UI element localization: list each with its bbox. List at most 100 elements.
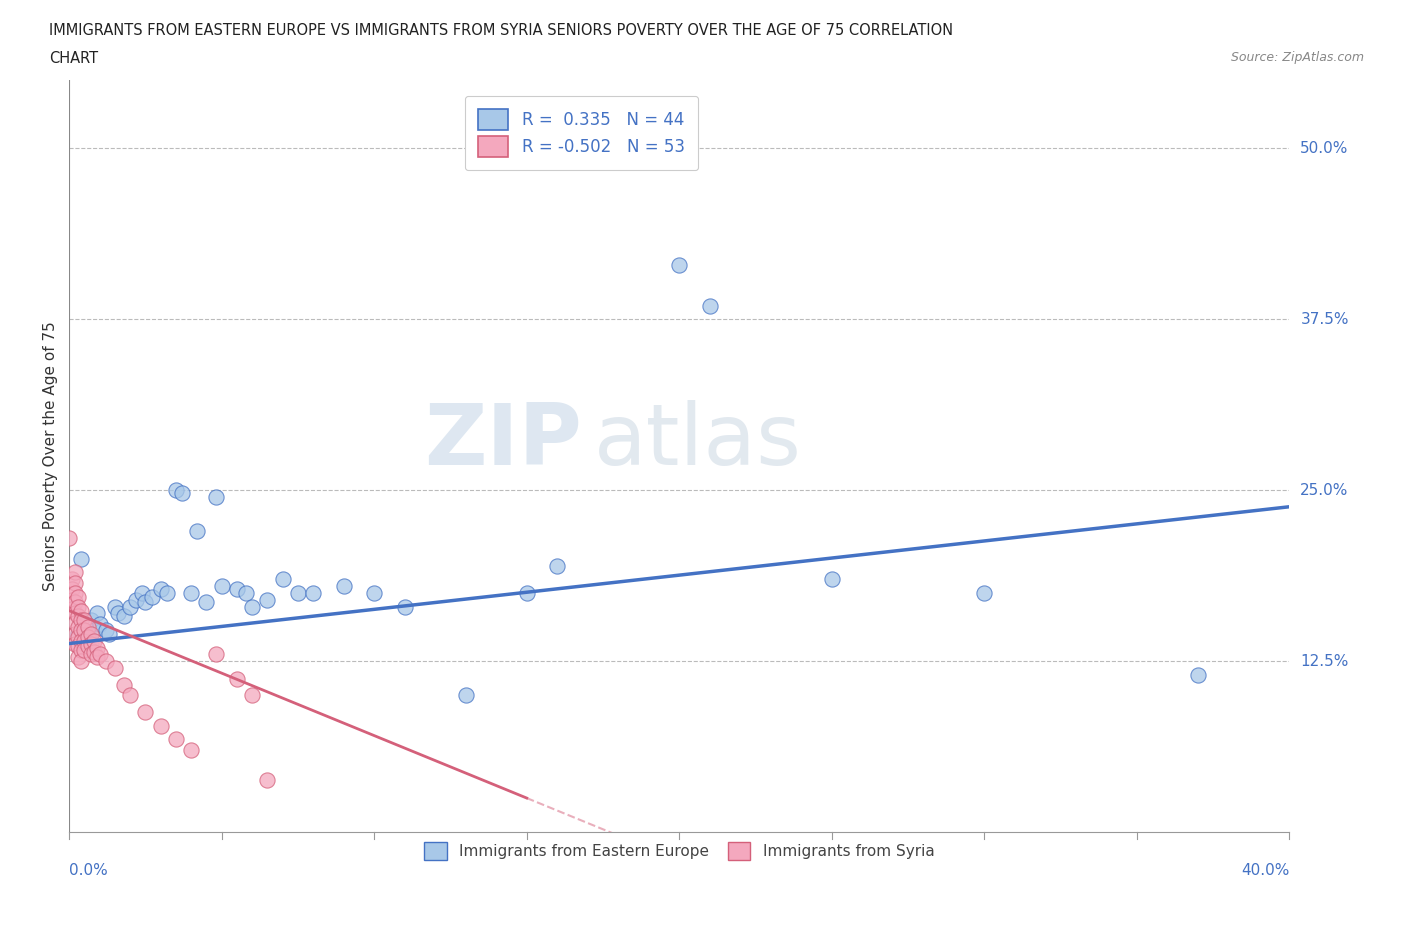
Point xyxy=(211,578,233,593)
Point xyxy=(65,576,87,591)
Point xyxy=(65,606,87,621)
Point xyxy=(67,609,90,624)
Point xyxy=(89,647,111,662)
Point xyxy=(70,551,93,566)
Point xyxy=(134,595,156,610)
Point xyxy=(226,671,249,686)
Point xyxy=(125,592,148,607)
Point xyxy=(67,599,90,614)
Point xyxy=(186,524,208,538)
Point xyxy=(104,660,127,675)
Point xyxy=(65,636,87,651)
Point xyxy=(73,622,96,637)
Point xyxy=(60,572,83,587)
Point xyxy=(70,643,93,658)
Point xyxy=(165,732,187,747)
Point xyxy=(1187,668,1209,683)
Text: 12.5%: 12.5% xyxy=(1301,654,1348,669)
Point xyxy=(134,704,156,719)
Text: IMMIGRANTS FROM EASTERN EUROPE VS IMMIGRANTS FROM SYRIA SENIORS POVERTY OVER THE: IMMIGRANTS FROM EASTERN EUROPE VS IMMIGR… xyxy=(49,23,953,38)
Text: 37.5%: 37.5% xyxy=(1301,312,1348,327)
Point xyxy=(79,613,101,628)
Point xyxy=(287,586,309,601)
Point xyxy=(699,299,721,313)
Point xyxy=(546,558,568,573)
Point xyxy=(668,258,690,272)
Point xyxy=(83,633,105,648)
Point xyxy=(256,592,278,607)
Point xyxy=(271,572,294,587)
Point xyxy=(454,688,477,703)
Point xyxy=(65,595,87,610)
Point xyxy=(94,654,117,669)
Point xyxy=(107,606,129,621)
Point xyxy=(165,483,187,498)
Point xyxy=(195,595,218,610)
Point xyxy=(60,581,83,596)
Point xyxy=(67,627,90,642)
Point xyxy=(60,592,83,607)
Point xyxy=(83,644,105,659)
Point xyxy=(70,654,93,669)
Point xyxy=(65,616,87,631)
Point xyxy=(112,677,135,692)
Point xyxy=(70,604,93,618)
Point xyxy=(156,586,179,601)
Point xyxy=(94,622,117,637)
Legend: Immigrants from Eastern Europe, Immigrants from Syria: Immigrants from Eastern Europe, Immigran… xyxy=(418,836,941,866)
Point xyxy=(120,688,142,703)
Text: CHART: CHART xyxy=(49,51,98,66)
Text: atlas: atlas xyxy=(593,400,801,483)
Point xyxy=(73,613,96,628)
Point xyxy=(67,630,90,644)
Point xyxy=(332,578,354,593)
Point xyxy=(76,639,98,654)
Text: 40.0%: 40.0% xyxy=(1241,863,1289,878)
Point xyxy=(363,586,385,601)
Point xyxy=(240,599,263,614)
Text: 50.0%: 50.0% xyxy=(1301,141,1348,156)
Point xyxy=(180,743,202,758)
Point xyxy=(104,599,127,614)
Point xyxy=(73,633,96,648)
Text: 25.0%: 25.0% xyxy=(1301,483,1348,498)
Point xyxy=(86,606,108,621)
Point xyxy=(97,627,120,642)
Point xyxy=(973,586,995,601)
Point xyxy=(76,619,98,634)
Point xyxy=(302,586,325,601)
Point xyxy=(73,643,96,658)
Point xyxy=(65,586,87,601)
Point xyxy=(821,572,844,587)
Point xyxy=(240,688,263,703)
Point xyxy=(70,633,93,648)
Point xyxy=(235,586,257,601)
Point xyxy=(70,622,93,637)
Point xyxy=(141,590,163,604)
Point xyxy=(226,581,249,596)
Point xyxy=(256,773,278,788)
Point xyxy=(70,613,93,628)
Point xyxy=(120,599,142,614)
Point xyxy=(131,586,153,601)
Point xyxy=(65,565,87,579)
Text: 0.0%: 0.0% xyxy=(69,863,108,878)
Point xyxy=(79,627,101,642)
Point xyxy=(172,485,194,500)
Point xyxy=(112,609,135,624)
Point xyxy=(76,627,98,642)
Point xyxy=(58,531,80,546)
Point xyxy=(67,650,90,665)
Point xyxy=(516,586,538,601)
Point xyxy=(86,640,108,655)
Point xyxy=(60,602,83,617)
Point xyxy=(76,630,98,644)
Point xyxy=(204,490,226,505)
Point xyxy=(67,639,90,654)
Text: Source: ZipAtlas.com: Source: ZipAtlas.com xyxy=(1230,51,1364,64)
Point xyxy=(67,590,90,604)
Point xyxy=(86,650,108,665)
Y-axis label: Seniors Poverty Over the Age of 75: Seniors Poverty Over the Age of 75 xyxy=(44,321,58,591)
Point xyxy=(65,627,87,642)
Point xyxy=(79,636,101,651)
